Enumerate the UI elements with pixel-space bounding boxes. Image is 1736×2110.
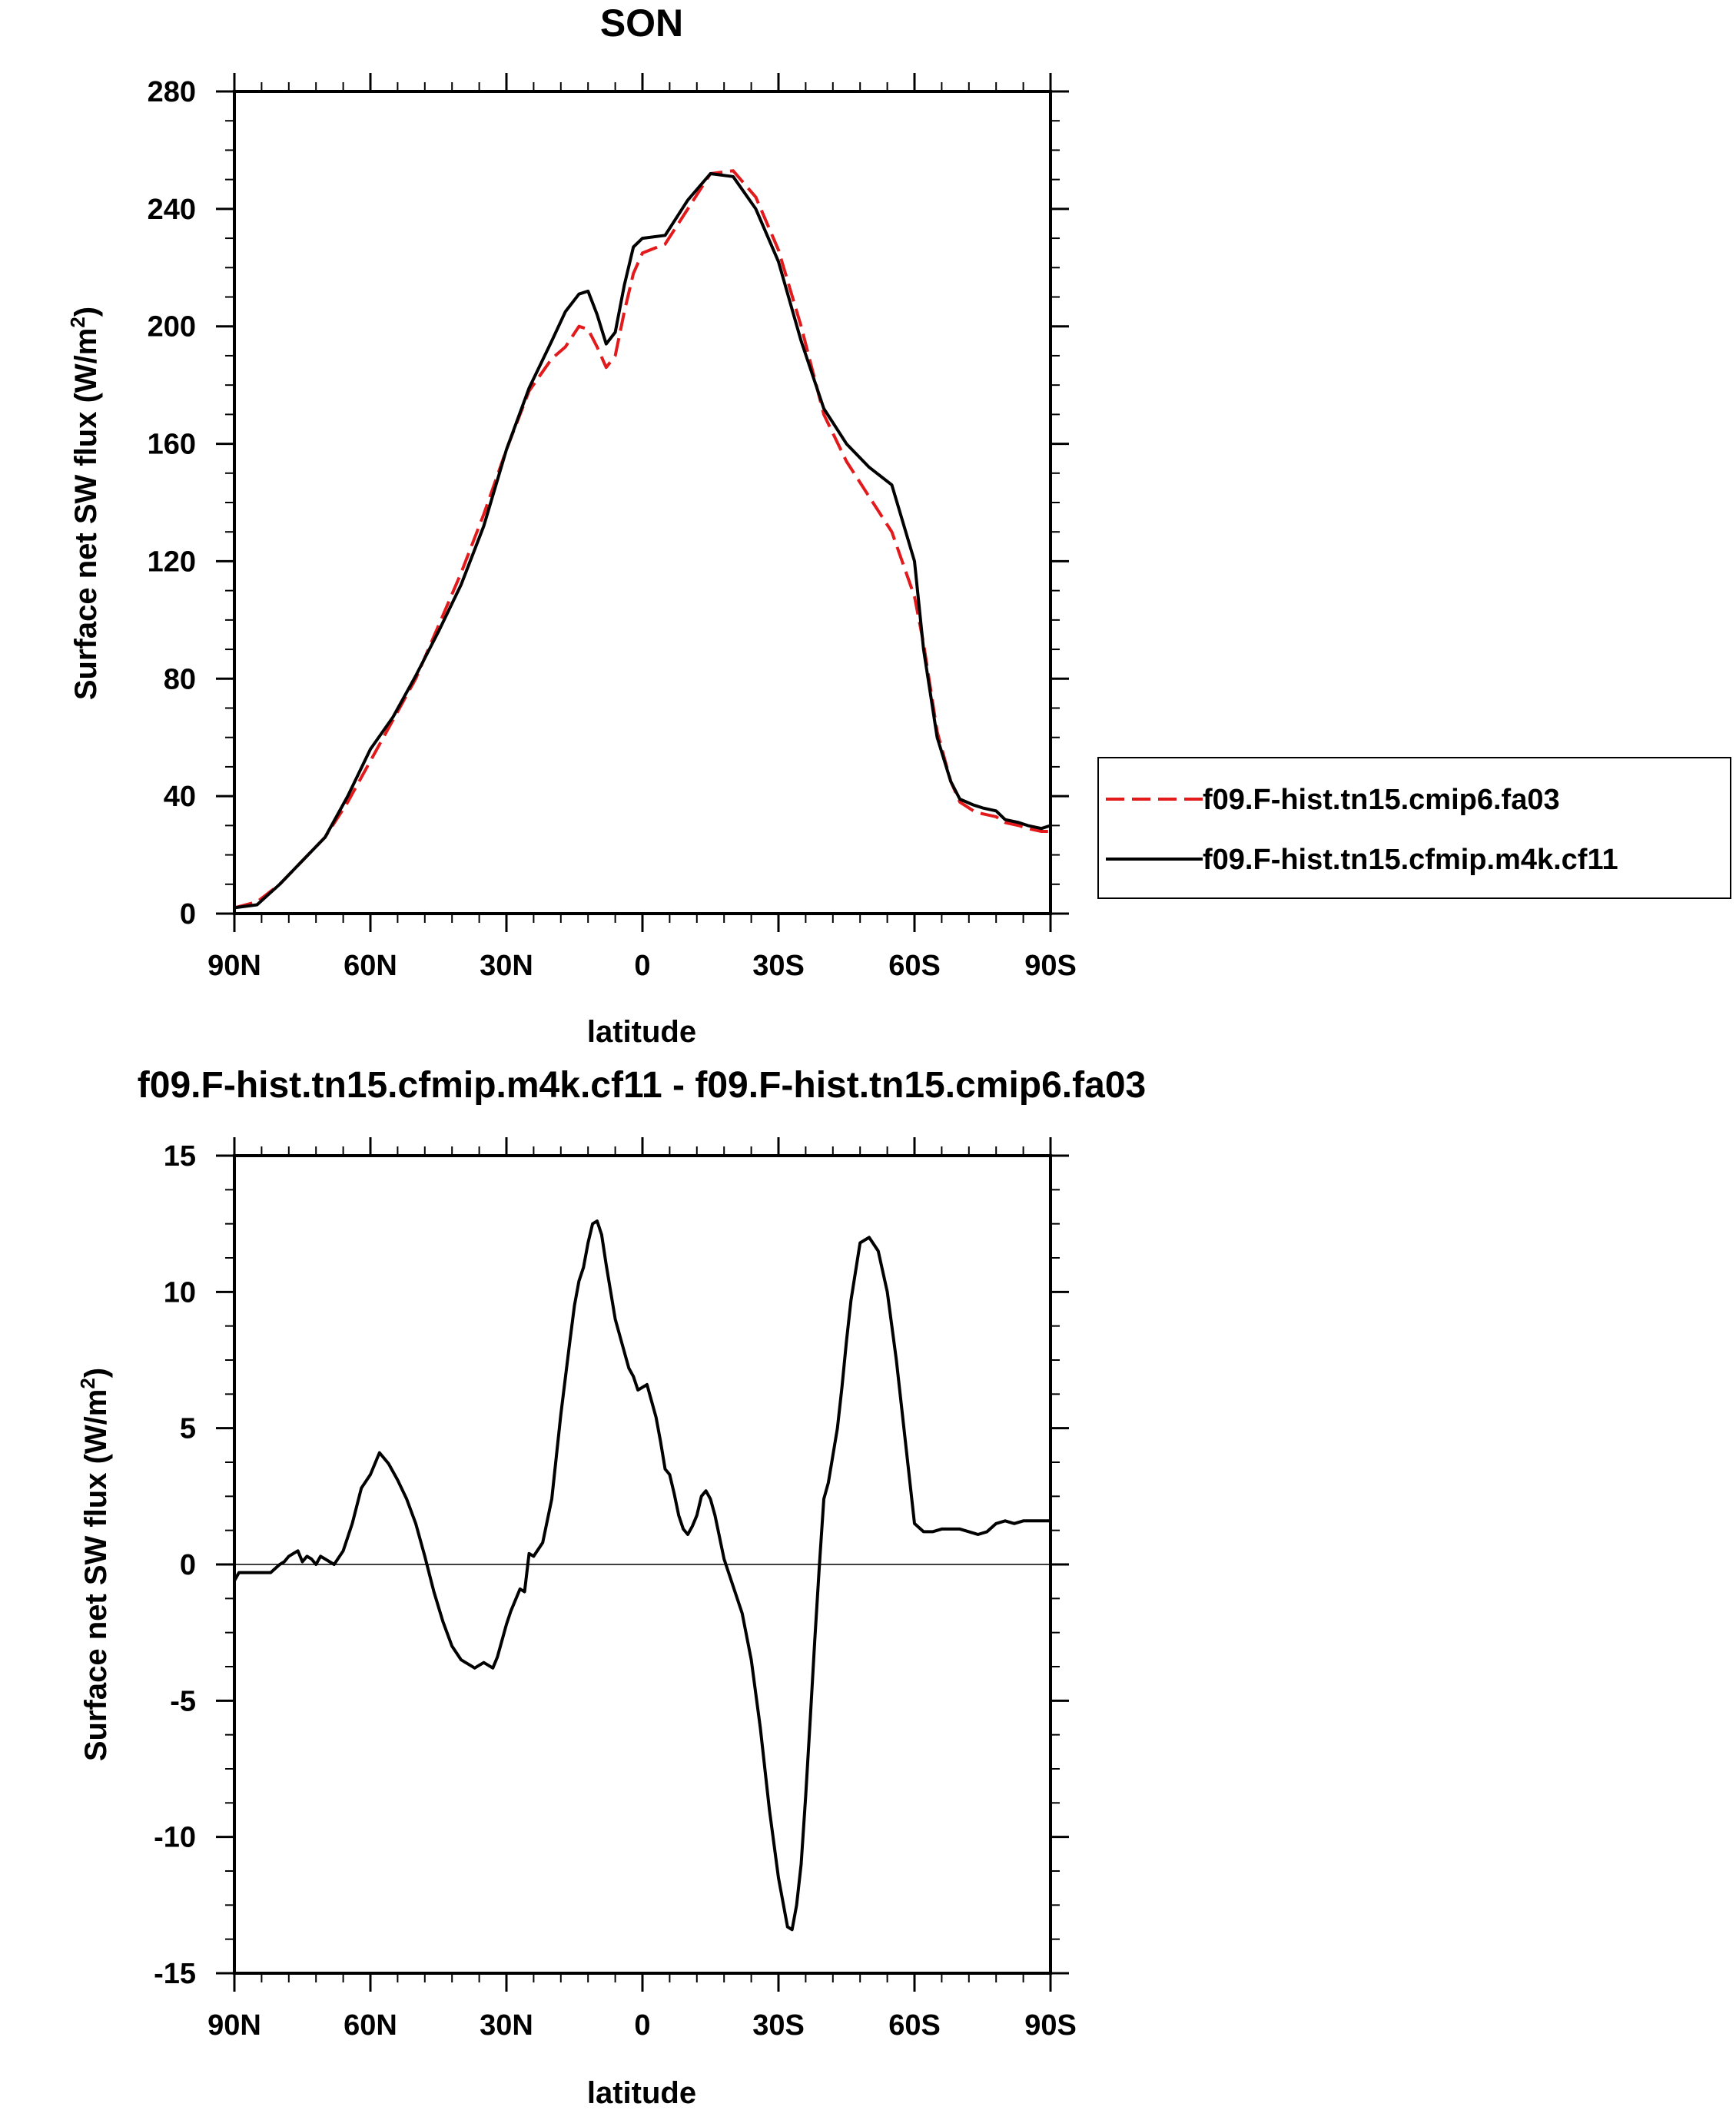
top-x-axis-label: latitude [587,1015,696,1049]
y-tick-label: 0 [180,1549,196,1581]
x-tick-label: 30S [752,950,805,982]
y-tick-label: 0 [180,898,196,931]
y-tick-label: 5 [180,1413,196,1445]
legend: f09.F-hist.tn15.cmip6.fa03 f09.F-hist.tn… [1097,757,1731,899]
bottom-panel: f09.F-hist.tn15.cfmip.m4k.cf11 - f09.F-h… [76,1065,1146,2110]
x-tick-label: 0 [634,950,650,982]
x-tick-label: 30N [480,950,533,982]
legend-label-cmip6: f09.F-hist.tn15.cmip6.fa03 [1203,784,1560,816]
y-tick-label: 40 [164,781,196,813]
series-line-f09-F-hist-tn15-cfmip-m4k-cf11 [234,172,1051,910]
top-y-axis-label: Surface net SW flux (W/m2) [66,307,103,700]
x-tick-label: 90S [1024,950,1077,982]
x-tick-label: 90S [1024,2009,1077,2042]
y-tick-label: -5 [170,1685,196,1717]
y-tick-label: 160 [148,429,196,461]
x-tick-label: 60S [888,950,941,982]
y-tick-label: 10 [164,1276,196,1309]
bottom-x-axis-label: latitude [587,2076,696,2110]
x-tick-label: 60N [344,950,397,982]
top-panel: SON 90N 60N 30N 0 30S 60S 90S 0 40 80 120 160 200 240… [66,2,1731,1049]
x-tick-label: 60N [344,2009,397,2042]
y-tick-label: 120 [148,546,196,578]
legend-label-cfmip: f09.F-hist.tn15.cfmip.m4k.cf11 [1203,844,1618,876]
x-tick-label: 90N [207,950,261,982]
legend-box [1097,757,1731,899]
y-tick-label: 280 [148,76,196,108]
x-tick-label: 0 [634,2009,650,2042]
top-plot-frame [233,90,1052,915]
series-line-difference [233,1219,1051,1932]
bottom-chart-title: f09.F-hist.tn15.cfmip.m4k.cf11 - f09.F-h… [138,1065,1146,1106]
x-tick-label: 30N [480,2009,533,2042]
y-tick-label: -15 [154,1958,196,1990]
y-tick-label: 240 [148,194,196,226]
y-tick-label: 200 [148,311,196,343]
series-line-f09-F-hist-tn15-cmip6-fa03 [234,169,1051,910]
x-tick-label: 90N [207,2009,261,2042]
y-tick-label: -10 [154,1822,196,1854]
top-chart-title: SON [600,2,683,45]
bottom-y-axis-label: Surface net SW flux (W/m2) [76,1368,113,1761]
y-tick-label: 15 [164,1140,196,1173]
x-tick-label: 60S [888,2009,941,2042]
x-tick-label: 30S [752,2009,805,2042]
y-tick-label: 80 [164,663,196,695]
